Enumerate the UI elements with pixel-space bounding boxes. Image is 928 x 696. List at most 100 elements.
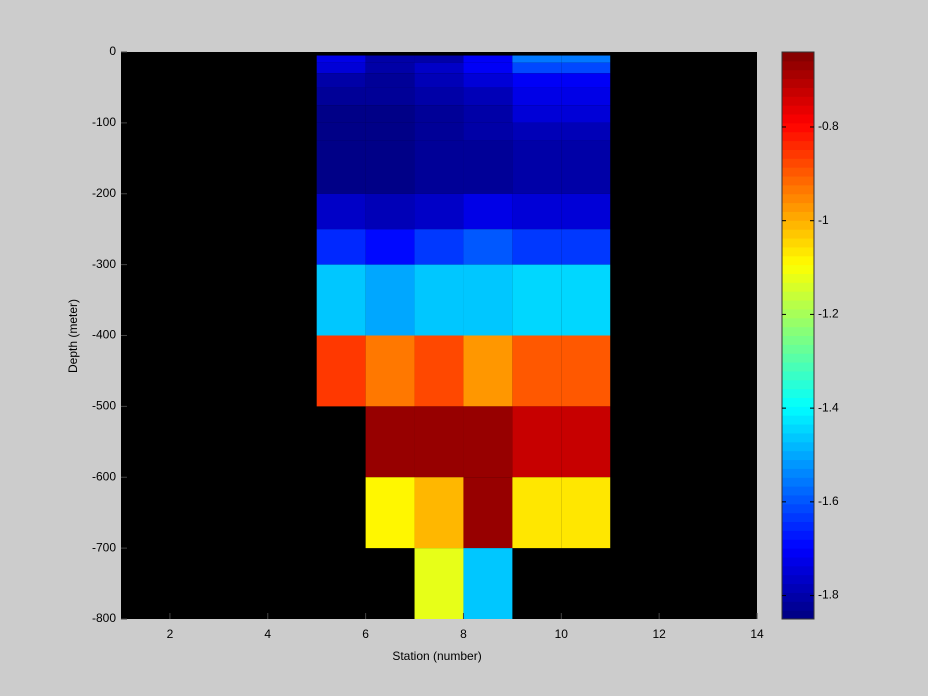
colorbar-swatch (782, 220, 814, 230)
x-axis-label: Station (number) (392, 649, 481, 663)
colorbar-swatch (782, 441, 814, 452)
colorbar-swatch (782, 140, 814, 150)
colorbar-tick-label: -1.4 (818, 400, 839, 414)
colorbar-swatch (782, 122, 814, 133)
colorbar-swatch (782, 610, 814, 620)
heat-cell (463, 140, 513, 194)
colorbar-swatch (782, 459, 814, 469)
colorbar-swatch (782, 246, 814, 257)
heat-cell (512, 477, 562, 549)
heat-cell (463, 122, 513, 141)
colorbar-swatch (782, 114, 814, 124)
heat-cell (365, 62, 415, 74)
colorbar-swatch (782, 264, 814, 274)
colorbar-tick-label: -1.2 (818, 307, 839, 321)
colorbar-swatch (782, 521, 814, 531)
colorbar-swatch (782, 229, 814, 239)
heat-cell (463, 548, 513, 619)
heat-cell (512, 73, 562, 88)
heat-cell (512, 122, 562, 141)
x-tick-label: 2 (167, 627, 174, 641)
colorbar-swatch (782, 238, 814, 248)
heat-cell (365, 55, 415, 63)
y-tick-label: -700 (92, 540, 116, 554)
colorbar-swatch (782, 282, 814, 292)
colorbar-swatch (782, 424, 814, 434)
heat-cell (463, 406, 513, 478)
colorbar-swatch (782, 211, 814, 221)
colorbar-swatch (782, 87, 814, 97)
colorbar-swatch (782, 52, 814, 62)
heat-cell (463, 264, 513, 336)
heat-cell (414, 548, 464, 619)
colorbar-swatch (782, 131, 814, 142)
heat-cell (463, 335, 513, 407)
heat-cell (512, 335, 562, 407)
heat-cell (414, 406, 464, 478)
heat-cell (316, 62, 366, 74)
heat-cell (561, 140, 611, 194)
heat-cell (561, 193, 611, 230)
heat-cell (365, 477, 415, 549)
y-tick-label: 0 (109, 44, 116, 58)
heat-cell (316, 264, 366, 336)
colorbar-tick-label: -1 (818, 213, 829, 227)
heat-cell (414, 62, 464, 74)
heat-cell (414, 477, 464, 549)
colorbar-swatch (782, 583, 814, 593)
colorbar-swatch (782, 184, 814, 195)
colorbar-tick-label: -1.6 (818, 494, 839, 508)
heat-cell (561, 105, 611, 123)
y-tick-label: -500 (92, 399, 116, 413)
heat-cell (561, 87, 611, 106)
heat-cell (561, 122, 611, 141)
colorbar-swatch (782, 468, 814, 478)
heat-cell (512, 264, 562, 336)
colorbar-swatch (782, 96, 814, 106)
colorbar-swatch (782, 167, 814, 177)
colorbar-swatch (782, 317, 814, 328)
colorbar-tick-label: -0.8 (818, 119, 839, 133)
heat-cell (365, 105, 415, 123)
heat-cell (463, 477, 513, 549)
heat-cell (561, 264, 611, 336)
heat-cell (414, 55, 464, 63)
x-tick-label: 4 (264, 627, 271, 641)
colorbar-swatch (782, 255, 814, 266)
colorbar-swatch (782, 379, 814, 390)
heat-cell (512, 406, 562, 478)
heat-cell (463, 229, 513, 265)
colorbar-frame (781, 51, 815, 620)
colorbar-swatch (782, 397, 814, 407)
heat-cell (365, 140, 415, 194)
heat-cell (463, 55, 513, 63)
y-axis-label: Depth (meter) (66, 299, 80, 373)
heat-cell (365, 335, 415, 407)
heat-cell (463, 105, 513, 123)
heat-cell (365, 122, 415, 141)
colorbar-swatch (782, 344, 814, 354)
heat-cell (463, 193, 513, 230)
heat-cell (414, 87, 464, 106)
heat-cell (463, 87, 513, 106)
heat-cell (365, 229, 415, 265)
heat-cell (414, 335, 464, 407)
colorbar-swatch (782, 486, 814, 496)
colorbar-swatch (782, 300, 814, 310)
heat-cell (316, 105, 366, 123)
colorbar-swatch (782, 291, 814, 301)
heat-cell (512, 193, 562, 230)
y-tick-label: -300 (92, 257, 116, 271)
x-tick-label: 6 (362, 627, 369, 641)
heat-cell (561, 406, 611, 478)
heat-cell (512, 229, 562, 265)
heat-cell (512, 62, 562, 74)
colorbar-swatch (782, 592, 814, 602)
colorbar-swatch (782, 353, 814, 363)
colorbar-swatch (782, 149, 814, 159)
colorbar-swatch (782, 105, 814, 115)
colorbar-swatch (782, 158, 814, 168)
colorbar-swatch (782, 78, 814, 88)
heat-cell (561, 55, 611, 63)
